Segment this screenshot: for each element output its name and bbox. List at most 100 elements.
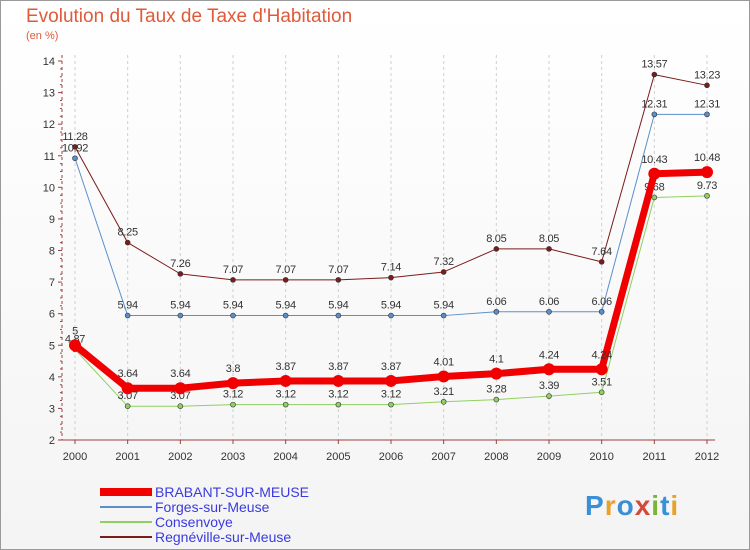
data-label: 12.31 bbox=[641, 98, 667, 110]
data-label: 5 bbox=[72, 325, 78, 337]
data-point bbox=[704, 82, 710, 89]
data-label: 7.07 bbox=[223, 264, 243, 276]
x-tick-label: 2011 bbox=[643, 451, 667, 463]
data-point bbox=[72, 144, 78, 150]
data-label: 3.87 bbox=[381, 361, 401, 373]
data-point bbox=[388, 312, 394, 319]
data-point bbox=[385, 374, 397, 387]
legend-label: BRABANT-SUR-MEUSE bbox=[155, 484, 309, 500]
data-label: 3.39 bbox=[539, 380, 559, 392]
y-tick-label: 7 bbox=[49, 277, 55, 289]
data-point bbox=[598, 259, 605, 265]
legend-label: Consenvoye bbox=[155, 514, 233, 530]
data-label: 7.26 bbox=[170, 258, 190, 270]
logo-letter: x bbox=[634, 490, 652, 521]
logo-letter: i bbox=[670, 490, 680, 521]
data-label: 5.94 bbox=[276, 300, 296, 312]
y-tick-label: 14 bbox=[43, 56, 55, 68]
data-label: 5.94 bbox=[434, 300, 454, 312]
data-point bbox=[543, 363, 555, 376]
y-tick-label: 8 bbox=[49, 246, 55, 258]
x-tick-label: 2001 bbox=[115, 451, 139, 463]
x-tick-label: 2002 bbox=[168, 451, 192, 463]
data-label: 10.92 bbox=[62, 142, 88, 154]
data-label: 4.1 bbox=[489, 354, 504, 366]
data-point bbox=[440, 398, 447, 405]
series-BRABANT-SUR-MEUSE: 5 3.64 3.64 3.8 3.87 3.87 3.87 4.01 4.1 4.24 4.24 1… bbox=[69, 152, 720, 395]
data-point bbox=[493, 396, 500, 403]
data-label: 6.06 bbox=[592, 296, 612, 308]
y-tick-label: 11 bbox=[44, 151, 55, 163]
x-tick-label: 2003 bbox=[221, 451, 245, 463]
data-point bbox=[177, 271, 184, 277]
data-point bbox=[651, 194, 658, 201]
x-tick-label: 2012 bbox=[695, 451, 719, 463]
data-label: 3.64 bbox=[170, 368, 190, 380]
y-tick-label: 4 bbox=[49, 372, 55, 384]
data-label: 7.07 bbox=[276, 264, 296, 276]
data-point bbox=[701, 166, 713, 179]
data-label: 4.24 bbox=[592, 349, 612, 361]
data-point bbox=[490, 367, 503, 380]
data-label: 4.01 bbox=[434, 357, 454, 369]
chart-title: Evolution du Taux de Taxe d'Habitation bbox=[26, 6, 353, 27]
legend-label: Forges-sur-Meuse bbox=[155, 499, 270, 515]
data-label: 8.05 bbox=[486, 233, 506, 245]
data-label: 5.94 bbox=[328, 300, 348, 312]
data-point bbox=[598, 308, 605, 315]
data-label: 3.51 bbox=[592, 376, 612, 388]
data-label: 5.94 bbox=[170, 300, 190, 312]
data-point bbox=[335, 401, 342, 408]
data-point bbox=[174, 382, 187, 395]
x-tick-label: 2006 bbox=[379, 451, 403, 463]
logo-letter: i bbox=[651, 490, 661, 521]
data-label: 13.57 bbox=[641, 59, 667, 71]
data-label: 3.87 bbox=[276, 361, 296, 373]
unit-label: (en %) bbox=[26, 30, 59, 42]
x-tick-label: 2004 bbox=[273, 451, 297, 463]
y-tick-label: 10 bbox=[43, 182, 55, 194]
data-label: 7.32 bbox=[434, 256, 454, 268]
data-point bbox=[440, 269, 447, 275]
series-group: 11.28 8.25 7.26 7.07 7.07 7.07 7.14 7.32 8.05 8.0… bbox=[62, 59, 720, 410]
x-tick-label: 2010 bbox=[589, 451, 613, 463]
data-label: 3.8 bbox=[226, 363, 241, 375]
data-point bbox=[335, 277, 342, 283]
legend-label: Regnéville-sur-Meuse bbox=[155, 529, 291, 545]
data-label: 7.14 bbox=[381, 262, 401, 274]
data-point bbox=[437, 370, 450, 383]
data-point bbox=[440, 312, 447, 319]
data-label: 3.87 bbox=[328, 361, 348, 373]
data-label: 10.43 bbox=[641, 154, 667, 166]
x-tick-label: 2007 bbox=[431, 451, 455, 463]
data-point bbox=[282, 401, 289, 408]
data-point bbox=[227, 377, 239, 390]
data-point bbox=[230, 312, 236, 319]
data-point bbox=[595, 363, 608, 376]
data-point bbox=[279, 374, 292, 387]
data-label: 3.28 bbox=[486, 384, 506, 396]
data-point bbox=[69, 339, 81, 352]
data-point bbox=[282, 312, 289, 319]
logo-letter: o bbox=[616, 490, 635, 521]
data-label: 9.73 bbox=[697, 180, 717, 192]
data-label: 12.31 bbox=[694, 98, 720, 110]
x-tick-label: 2009 bbox=[537, 451, 561, 463]
data-label: 4.24 bbox=[539, 349, 559, 361]
data-label: 3.12 bbox=[328, 389, 348, 401]
data-point bbox=[124, 239, 131, 246]
logo-letter: r bbox=[604, 490, 617, 521]
y-tick-label: 5 bbox=[49, 340, 55, 352]
data-point bbox=[493, 308, 500, 315]
x-tick-label: 2008 bbox=[484, 451, 508, 463]
data-point bbox=[121, 382, 134, 395]
data-point bbox=[648, 167, 661, 180]
y-tick-label: 12 bbox=[43, 119, 55, 131]
logo-letter: t bbox=[660, 490, 671, 521]
proxiti-logo: Proxiti bbox=[585, 490, 679, 522]
data-point bbox=[72, 155, 78, 162]
data-label: 5.94 bbox=[223, 300, 243, 312]
data-label: 3.12 bbox=[223, 389, 243, 401]
data-label: 6.06 bbox=[486, 296, 506, 308]
data-point bbox=[177, 403, 184, 410]
